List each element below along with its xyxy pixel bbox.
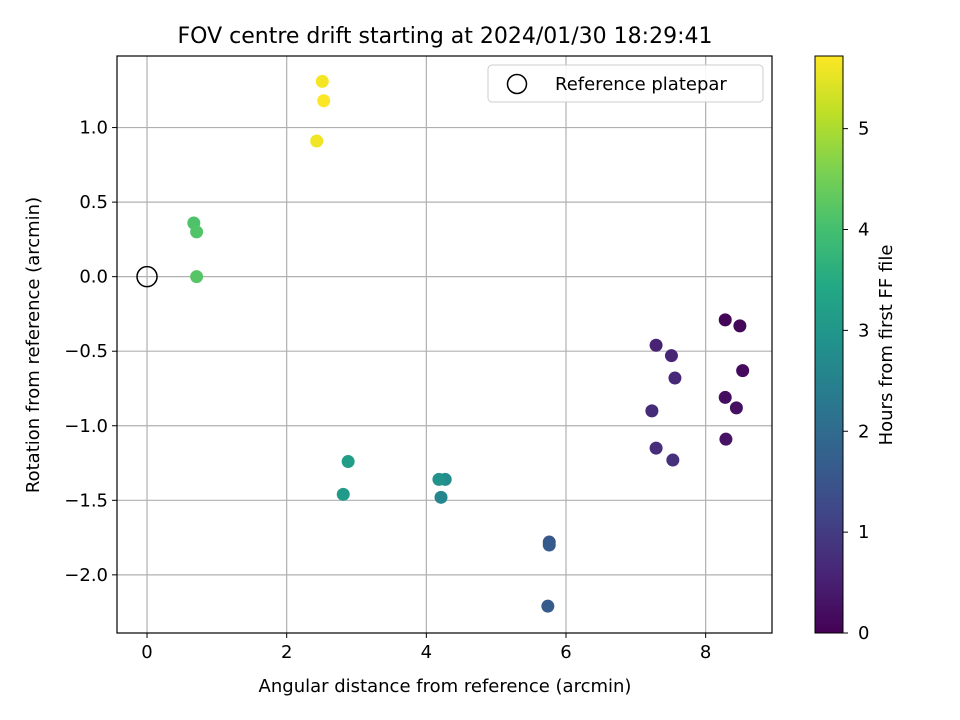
- data-point: [729, 401, 743, 415]
- colorbar-label: Hours from first FF file: [876, 245, 897, 446]
- data-point: [733, 319, 747, 333]
- plot-frame: [116, 55, 773, 634]
- data-point: [541, 599, 555, 613]
- data-point: [336, 487, 350, 501]
- colorbar-tick-label: 1: [858, 522, 869, 543]
- y-tick-label: 0.5: [79, 192, 108, 213]
- legend: Reference platepar: [487, 64, 764, 103]
- y-axis-label: Rotation from reference (arcmin): [23, 197, 44, 493]
- data-point: [649, 338, 663, 352]
- data-point: [315, 74, 329, 88]
- chart-title: FOV centre drift starting at 2024/01/30 …: [178, 24, 713, 49]
- x-tick-label: 2: [281, 642, 292, 663]
- legend-box: [487, 64, 764, 103]
- colorbar-tick-label: 3: [858, 320, 869, 341]
- data-point: [664, 349, 678, 363]
- x-axis-label: Angular distance from reference (arcmin): [259, 676, 632, 697]
- data-point: [666, 453, 680, 467]
- y-tick-label: −1.5: [64, 490, 108, 511]
- data-point: [718, 390, 732, 404]
- colorbar-tick-label: 0: [858, 623, 869, 644]
- y-tick-label: −1.0: [64, 416, 108, 437]
- data-point: [645, 404, 659, 418]
- data-point: [434, 490, 448, 504]
- legend-open-circle-marker: [506, 73, 528, 95]
- data-point: [718, 313, 732, 327]
- x-tick-label: 4: [421, 642, 432, 663]
- y-tick-label: 1.0: [79, 118, 108, 139]
- colorbar: [814, 55, 844, 634]
- y-tick-label: −2.0: [64, 565, 108, 586]
- data-point: [668, 371, 682, 385]
- colorbar-tick-label: 5: [858, 119, 869, 140]
- y-tick-label: −0.5: [64, 341, 108, 362]
- reference-platepar-marker: [136, 265, 158, 288]
- colorbar-ticks: 0 1 2 3 4 5: [843, 119, 869, 644]
- y-axis-ticks: 1.0 0.5 0.0 −0.5 −1.0 −1.5 −2.0: [64, 118, 117, 586]
- x-tick-label: 8: [700, 642, 711, 663]
- data-point: [542, 538, 556, 552]
- data-point: [719, 432, 733, 446]
- data-point: [341, 455, 355, 469]
- data-point: [649, 441, 663, 455]
- data-point: [190, 225, 204, 239]
- x-tick-label: 0: [141, 642, 152, 663]
- data-point: [310, 134, 324, 148]
- y-tick-label: 0.0: [79, 267, 108, 288]
- reference-marker-layer: [136, 265, 158, 288]
- data-point: [736, 364, 750, 378]
- data-point: [432, 472, 446, 486]
- data-point: [317, 94, 331, 108]
- x-tick-label: 6: [560, 642, 571, 663]
- x-axis-ticks: 0 2 4 6 8: [141, 633, 711, 663]
- data-point: [190, 270, 204, 284]
- colorbar-tick-label: 2: [858, 421, 869, 442]
- colorbar-tick-label: 4: [858, 220, 869, 241]
- data-points: [187, 74, 750, 613]
- legend-label-reference-platepar: Reference platepar: [555, 74, 727, 95]
